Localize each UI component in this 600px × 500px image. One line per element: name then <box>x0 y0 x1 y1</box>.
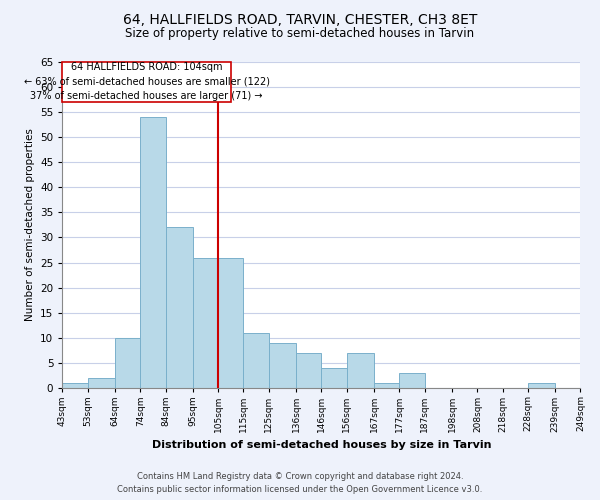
Bar <box>88 378 115 388</box>
Bar <box>322 368 347 388</box>
Bar <box>296 353 322 388</box>
FancyBboxPatch shape <box>62 62 231 102</box>
Bar <box>62 384 88 388</box>
Bar <box>527 384 556 388</box>
Bar <box>269 343 296 388</box>
Text: 64, HALLFIELDS ROAD, TARVIN, CHESTER, CH3 8ET: 64, HALLFIELDS ROAD, TARVIN, CHESTER, CH… <box>123 12 477 26</box>
Bar <box>374 384 400 388</box>
Bar <box>166 228 193 388</box>
Bar <box>347 353 374 388</box>
Bar <box>115 338 140 388</box>
Bar <box>193 258 218 388</box>
Bar <box>140 117 166 388</box>
Text: 64 HALLFIELDS ROAD: 104sqm
← 63% of semi-detached houses are smaller (122)
37% o: 64 HALLFIELDS ROAD: 104sqm ← 63% of semi… <box>23 62 269 102</box>
Bar <box>400 374 425 388</box>
Y-axis label: Number of semi-detached properties: Number of semi-detached properties <box>25 128 35 322</box>
Bar <box>244 333 269 388</box>
Text: Size of property relative to semi-detached houses in Tarvin: Size of property relative to semi-detach… <box>125 28 475 40</box>
Bar <box>218 258 244 388</box>
X-axis label: Distribution of semi-detached houses by size in Tarvin: Distribution of semi-detached houses by … <box>152 440 491 450</box>
Text: Contains HM Land Registry data © Crown copyright and database right 2024.
Contai: Contains HM Land Registry data © Crown c… <box>118 472 482 494</box>
